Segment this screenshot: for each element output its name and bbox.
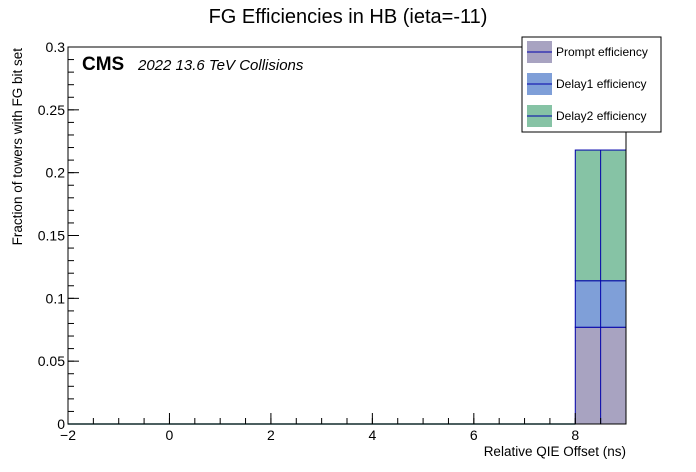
y-tick-label: 0.1 — [46, 290, 66, 306]
plot-frame — [67, 46, 627, 425]
y-tick-label: 0.05 — [38, 353, 65, 369]
y-tick-label: 0.15 — [38, 228, 65, 244]
x-tick-label: 0 — [166, 427, 174, 443]
y-tick-label: 0 — [57, 416, 65, 432]
x-tick-label: −2 — [60, 427, 76, 443]
y-tick-label: 0.3 — [46, 39, 66, 55]
cms-label: CMS — [82, 54, 124, 75]
x-tick-label: 2 — [267, 427, 275, 443]
bars-layer — [68, 149, 627, 425]
legend-label: Delay1 efficiency — [556, 77, 647, 91]
x-axis-label: Relative QIE Offset (ns) — [484, 444, 626, 459]
x-tick-label: 4 — [368, 427, 376, 443]
y-axis-label: Fraction of towers with FG bit set — [10, 48, 25, 246]
x-tick-label: 6 — [470, 427, 478, 443]
y-tick-label: 0.2 — [46, 165, 66, 181]
legend-label: Delay2 efficiency — [556, 109, 647, 123]
chart-title: FG Efficiencies in HB (ieta=-11) — [209, 6, 488, 28]
legend-label: Prompt efficiency — [556, 45, 648, 59]
collision-label: 2022 13.6 TeV Collisions — [137, 57, 304, 74]
legend: Prompt efficiency Delay1 efficiency Delay2… — [521, 36, 662, 133]
x-tick-label: 8 — [571, 427, 579, 443]
axes-layer: 00.050.10.150.20.250.3−2 0 2 4 6 8 — [38, 39, 627, 443]
y-tick-label: 0.25 — [38, 102, 65, 118]
